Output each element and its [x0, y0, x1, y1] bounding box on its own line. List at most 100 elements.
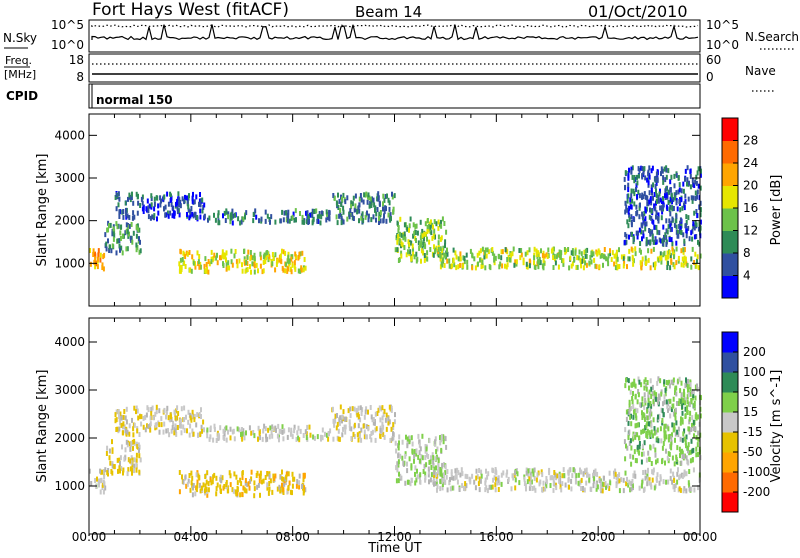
data-cell — [247, 481, 250, 487]
data-cell — [699, 185, 702, 191]
data-cell — [399, 453, 402, 459]
data-cell — [419, 446, 422, 452]
data-cell — [558, 249, 561, 255]
data-cell — [185, 195, 188, 201]
data-cell — [481, 259, 484, 265]
data-cell — [630, 214, 633, 220]
data-cell — [609, 251, 611, 257]
data-cell — [549, 475, 552, 481]
data-cell — [257, 425, 260, 431]
data-cell — [635, 183, 638, 189]
data-cell — [649, 401, 652, 407]
data-cell — [638, 193, 641, 199]
data-cell — [441, 248, 443, 254]
data-cell — [407, 249, 409, 255]
data-cell — [637, 389, 640, 394]
data-cell — [462, 263, 465, 269]
data-cell — [174, 415, 177, 421]
data-cell — [435, 472, 438, 477]
data-cell — [430, 219, 432, 225]
data-cell — [602, 482, 605, 488]
data-cell — [493, 253, 496, 259]
data-cell — [238, 258, 241, 264]
data-cell — [692, 182, 694, 188]
data-cell — [677, 175, 680, 180]
data-cell — [674, 195, 677, 201]
data-cell — [642, 194, 645, 200]
data-cell — [363, 429, 366, 435]
data-cell — [221, 475, 224, 481]
data-cell — [230, 211, 233, 217]
data-cell — [125, 222, 128, 228]
data-cell — [463, 486, 465, 491]
data-cell — [502, 470, 505, 476]
data-cell — [255, 262, 258, 268]
data-cell — [139, 248, 142, 254]
data-cell — [655, 477, 658, 483]
data-cell — [649, 239, 652, 245]
data-cell — [484, 247, 487, 253]
data-cell — [677, 255, 680, 261]
data-cell — [673, 222, 676, 228]
data-cell — [235, 259, 238, 265]
data-cell — [178, 212, 181, 218]
data-cell — [692, 393, 695, 399]
data-cell — [699, 172, 702, 178]
data-cell — [426, 256, 429, 262]
data-cell — [217, 213, 220, 219]
data-cell — [630, 486, 633, 492]
data-cell — [136, 408, 139, 414]
data-cell — [446, 247, 448, 253]
data-cell — [119, 236, 122, 241]
data-cell — [646, 476, 649, 482]
data-cell — [545, 483, 548, 489]
data-cell — [412, 247, 414, 253]
colorbar-segment — [722, 412, 738, 433]
data-cell — [282, 217, 285, 223]
data-cell — [135, 452, 138, 458]
data-cell — [399, 473, 402, 479]
data-cell — [484, 250, 486, 256]
colorbar-tick-label: 24 — [743, 156, 758, 170]
data-cell — [156, 216, 158, 222]
data-cell — [398, 434, 401, 440]
data-cell — [668, 451, 671, 457]
data-cell — [450, 469, 453, 475]
data-cell — [373, 202, 376, 208]
data-cell — [306, 424, 309, 430]
data-cell — [354, 203, 357, 209]
data-cell — [416, 474, 419, 480]
data-cell — [514, 477, 517, 483]
data-cell — [651, 165, 654, 171]
station-title: Fort Hays West (fitACF) — [92, 0, 289, 20]
data-cell — [363, 414, 366, 420]
data-cell — [682, 249, 685, 255]
data-cell — [120, 422, 123, 428]
data-cell — [126, 429, 129, 435]
data-cell — [542, 265, 545, 271]
data-cell — [259, 263, 262, 269]
data-cell — [586, 472, 588, 478]
data-cell — [430, 472, 433, 478]
data-cell — [353, 406, 356, 412]
data-cell — [163, 421, 166, 427]
data-cell — [690, 195, 693, 201]
data-cell — [191, 195, 194, 201]
data-cell — [650, 403, 653, 409]
data-cell — [634, 473, 637, 479]
data-cell — [471, 473, 474, 479]
data-cell — [293, 424, 296, 430]
data-cell — [643, 166, 646, 172]
data-cell — [291, 490, 293, 496]
data-cell — [303, 473, 306, 479]
data-cell — [570, 263, 573, 269]
data-cell — [424, 471, 427, 477]
data-cell — [241, 470, 244, 476]
data-cell — [683, 238, 686, 244]
data-cell — [551, 247, 554, 253]
data-cell — [690, 264, 693, 270]
data-cell — [666, 229, 669, 235]
data-cell — [457, 470, 460, 476]
data-cell — [187, 204, 190, 210]
data-cell — [213, 472, 216, 478]
